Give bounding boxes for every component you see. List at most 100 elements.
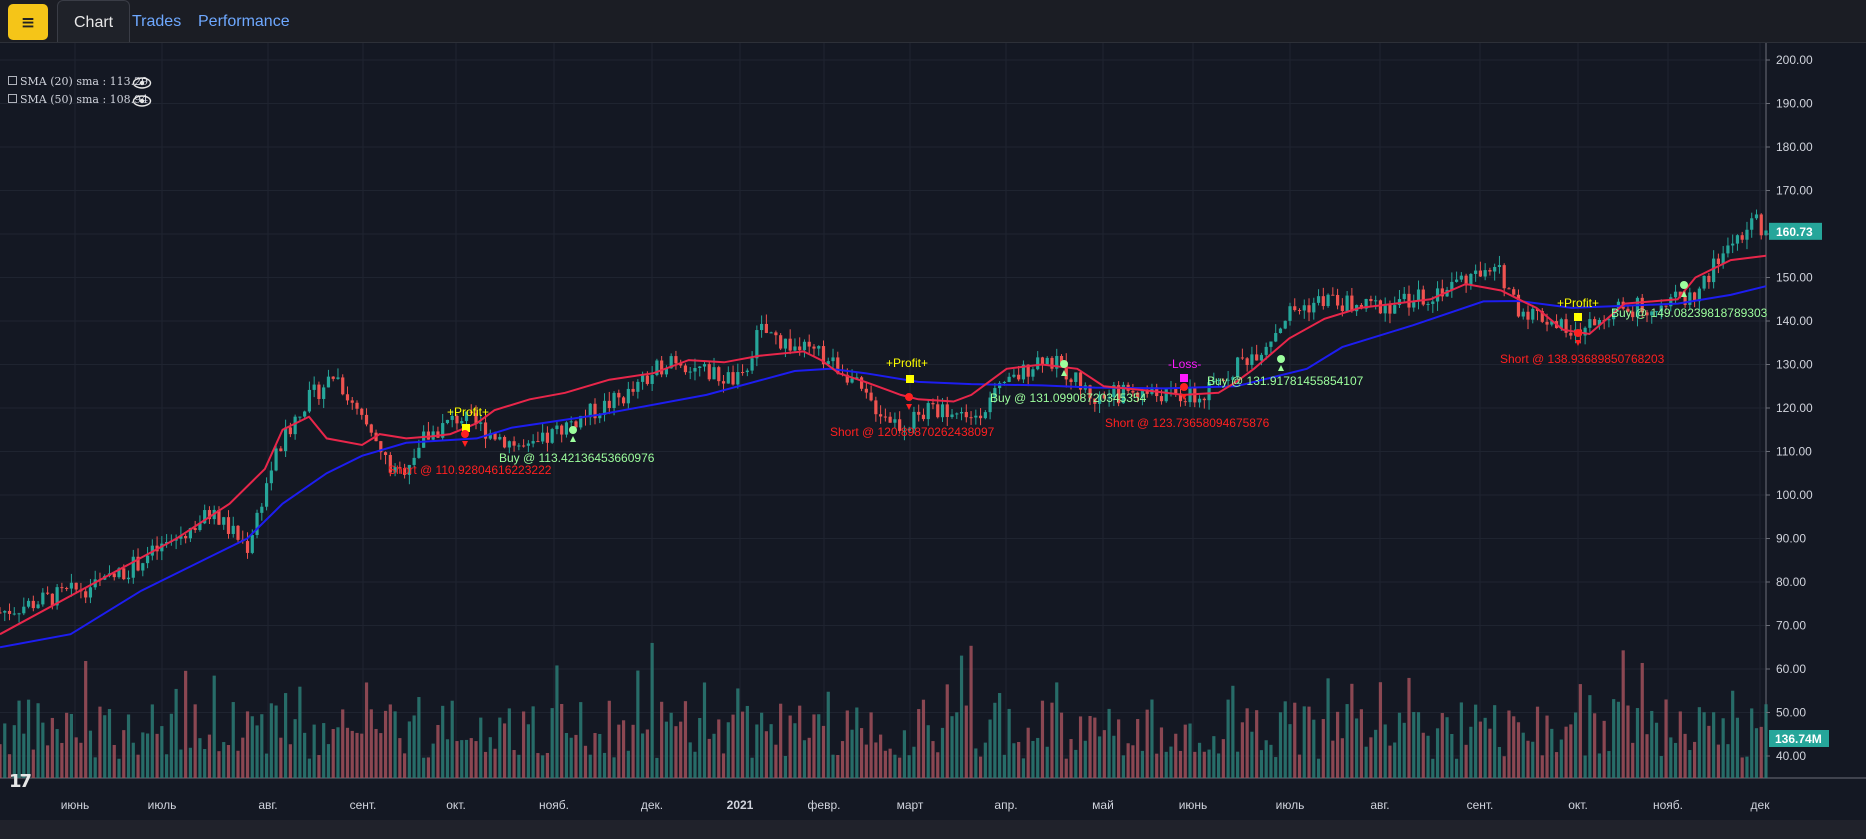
trade-label-short: Short @ 123.73658094675876 xyxy=(1105,416,1270,430)
candle-body xyxy=(1564,319,1568,333)
candle-body xyxy=(65,588,69,590)
tab-performance[interactable]: Performance xyxy=(182,0,306,42)
volume-bar xyxy=(245,711,250,778)
tab-trades[interactable]: Trades xyxy=(116,0,197,42)
volume-bar xyxy=(1612,699,1616,778)
candle-body xyxy=(1383,304,1387,314)
candle-body xyxy=(1497,265,1502,267)
volume-bar xyxy=(450,700,454,778)
candle-body xyxy=(1588,319,1592,328)
candle-body xyxy=(864,388,868,393)
tab-trades-label: Trades xyxy=(132,13,182,30)
candle-body xyxy=(1454,279,1459,282)
candle-body xyxy=(1435,288,1440,302)
volume-bar xyxy=(1078,716,1083,778)
volume-bar xyxy=(1297,754,1302,778)
hamburger-menu-button[interactable]: ≡ xyxy=(8,4,48,40)
candle-body xyxy=(393,467,397,473)
volume-bar xyxy=(1497,746,1502,778)
candle-body xyxy=(1197,398,1202,403)
candle-body xyxy=(721,381,726,384)
candle-body xyxy=(1045,357,1049,365)
candle-body xyxy=(341,377,345,395)
tab-chart[interactable]: Chart xyxy=(57,0,131,42)
candle-body xyxy=(479,422,483,424)
candle-body xyxy=(1692,292,1697,302)
volume-bar xyxy=(1174,733,1178,778)
candle-body xyxy=(483,422,488,439)
sma20-line xyxy=(0,254,1767,636)
candle-body xyxy=(1583,327,1587,336)
volume-bar xyxy=(298,686,302,778)
candle-body xyxy=(350,400,354,403)
volume-bar xyxy=(1069,739,1073,778)
candle-body xyxy=(502,436,507,448)
price-tick-label: 90.00 xyxy=(1776,532,1806,546)
candle-body xyxy=(455,415,459,424)
eye-icon[interactable] xyxy=(132,77,152,89)
time-tick-label: май xyxy=(1092,798,1114,812)
candle-body xyxy=(317,384,321,399)
candle-body xyxy=(279,448,283,452)
candle-body xyxy=(231,525,235,534)
buy-arrow-icon xyxy=(1061,370,1067,376)
candle-body xyxy=(307,389,312,412)
candle-body xyxy=(1107,397,1111,399)
candle-body xyxy=(626,388,630,404)
volume-bar xyxy=(264,753,269,778)
volume-bar xyxy=(98,706,102,778)
candle-body xyxy=(917,411,921,415)
tradingview-logo-icon[interactable]: 17 xyxy=(9,771,32,792)
candle-body xyxy=(41,592,45,605)
volume-bar xyxy=(1240,722,1244,778)
volume-bar xyxy=(407,721,411,778)
volume-bar xyxy=(1650,710,1654,778)
candle-body xyxy=(1678,291,1682,297)
candle-body xyxy=(1531,308,1535,320)
candle-body xyxy=(55,587,59,606)
candle-body xyxy=(1097,394,1102,404)
candle-body xyxy=(1631,311,1635,318)
volume-bar xyxy=(607,700,611,778)
volume-bar xyxy=(1478,721,1482,778)
volume-bar xyxy=(745,705,749,778)
volume-bar xyxy=(145,733,150,778)
volume-bar xyxy=(698,718,702,778)
volume-bar xyxy=(621,720,626,778)
time-tick-label: нояб. xyxy=(1653,798,1683,812)
volume-bar xyxy=(912,746,916,778)
candle-body xyxy=(326,376,331,388)
candle-body xyxy=(717,367,721,382)
candle-body xyxy=(1735,235,1740,244)
volume-bar xyxy=(1707,725,1711,778)
candle-body xyxy=(1426,303,1430,305)
candle-body xyxy=(793,346,797,351)
eye-icon[interactable] xyxy=(132,95,152,107)
volume-bar xyxy=(560,703,564,778)
candle-body xyxy=(879,414,883,417)
volume-bar xyxy=(150,704,154,778)
candle-body xyxy=(702,364,707,367)
volume-bar xyxy=(198,738,202,778)
candle-body xyxy=(179,535,183,539)
candle-body xyxy=(1654,311,1659,313)
volume-bar xyxy=(445,739,450,778)
volume-bar xyxy=(926,725,930,778)
volume-bar xyxy=(978,756,983,778)
candle-body xyxy=(945,404,949,418)
volume-bar xyxy=(331,729,335,778)
volume-bar xyxy=(736,688,740,778)
volume-bar xyxy=(1635,708,1640,778)
price-tick-label: 40.00 xyxy=(1776,749,1806,763)
candle-body xyxy=(1593,319,1597,326)
candle-body xyxy=(1026,364,1030,377)
time-tick-label: окт. xyxy=(1568,798,1588,812)
trade-label-profit: +Profit+ xyxy=(447,405,489,419)
candle-body xyxy=(74,582,78,590)
volume-bar xyxy=(555,665,559,778)
volume-bar xyxy=(760,712,764,778)
volume-bar xyxy=(655,757,659,778)
price-tick-label: 130.00 xyxy=(1776,358,1813,372)
candle-body xyxy=(1545,321,1549,325)
